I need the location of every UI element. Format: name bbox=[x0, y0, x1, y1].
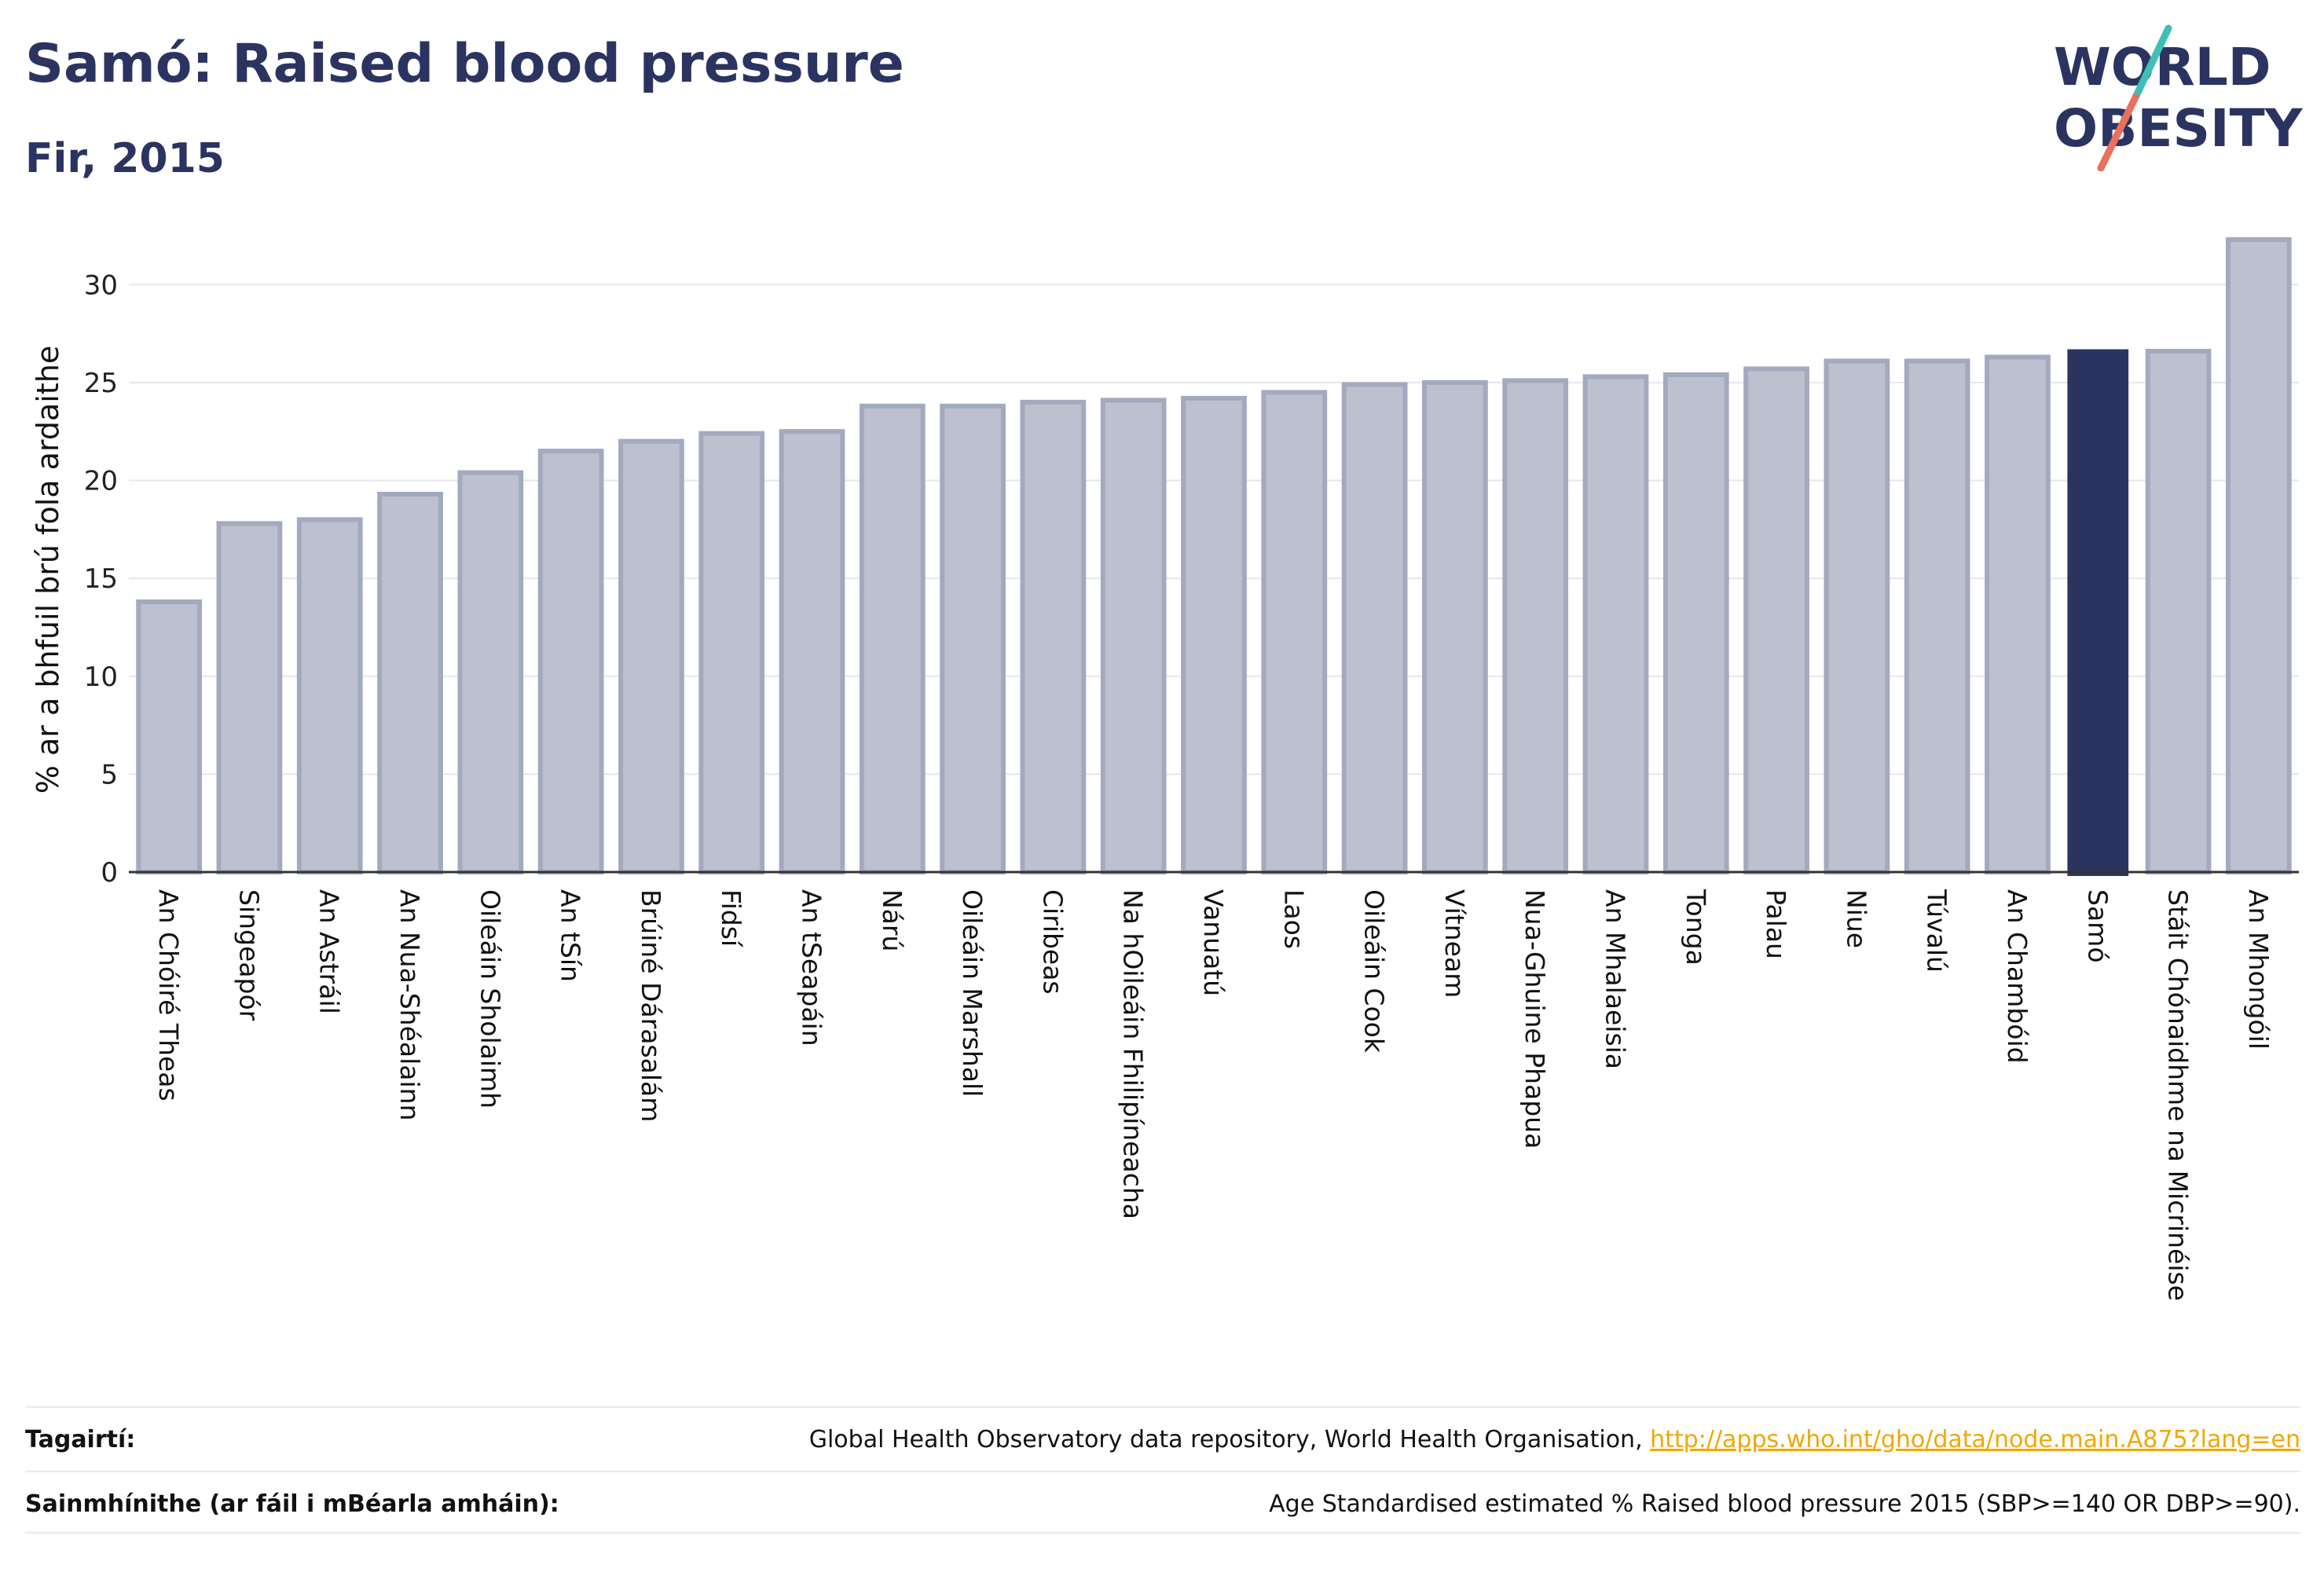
y-tick-label: 25 bbox=[84, 368, 118, 399]
bar bbox=[1422, 379, 1488, 874]
bar bbox=[296, 517, 363, 875]
references-link[interactable]: http://apps.who.int/gho/data/node.main.A… bbox=[1650, 1425, 2300, 1453]
y-tick-label: 30 bbox=[84, 269, 118, 301]
world-obesity-logo: WORLD OBESITY bbox=[2054, 24, 2304, 171]
bar bbox=[1181, 395, 1247, 875]
definitions-row: Sainmhínithe (ar fáil i mBéarla amháin):… bbox=[25, 1471, 2300, 1535]
y-tick-label: 20 bbox=[84, 466, 118, 497]
x-tick-label: Vanuatú bbox=[1198, 889, 1229, 996]
x-tick-label: Samó bbox=[2082, 889, 2113, 963]
references-text: Global Health Observatory data repositor… bbox=[808, 1425, 1651, 1453]
x-tick-label: Nua-Ghuine Phapua bbox=[1519, 889, 1550, 1149]
bar bbox=[377, 491, 443, 874]
x-tick-label: Palau bbox=[1761, 889, 1791, 959]
x-tick-label: Stáit Chónaidhme na Micrinéise bbox=[2163, 889, 2194, 1301]
references-row: Tagairtí: Global Health Observatory data… bbox=[25, 1406, 2300, 1471]
bar bbox=[1020, 399, 1087, 875]
x-tick-label: Laos bbox=[1278, 889, 1309, 949]
bar bbox=[940, 403, 1006, 874]
bar bbox=[859, 403, 926, 874]
bar bbox=[1502, 378, 1569, 874]
bar bbox=[216, 521, 283, 874]
x-tick-label: An Astráil bbox=[314, 889, 345, 1014]
x-tick-label: Fidsí bbox=[716, 889, 746, 948]
logo-slash-red bbox=[2097, 93, 2139, 171]
references-label: Tagairtí: bbox=[25, 1425, 136, 1453]
bar bbox=[1100, 398, 1167, 875]
bar bbox=[1985, 354, 2051, 874]
x-tick-label: Na hOileáin Fhilipíneacha bbox=[1118, 889, 1149, 1219]
y-axis-title: % ar a bhfuil brú fola ardaithe bbox=[31, 346, 65, 793]
references-value: Global Health Observatory data repositor… bbox=[809, 1426, 2300, 1453]
footer-divider bbox=[25, 1532, 2300, 1534]
definitions-text: Age Standardised estimated % Raised bloo… bbox=[1269, 1490, 2300, 1518]
x-tick-label: An Mhongóil bbox=[2243, 889, 2274, 1050]
chart-subtitle: Fir, 2015 bbox=[25, 135, 225, 182]
bar bbox=[698, 431, 765, 874]
bar bbox=[1582, 374, 1649, 874]
bar bbox=[2067, 349, 2129, 876]
x-tick-label: Nárú bbox=[877, 889, 907, 951]
bar bbox=[1261, 390, 1328, 874]
x-tick-label: An Mhalaeisia bbox=[1600, 889, 1630, 1069]
y-tick-label: 15 bbox=[84, 563, 118, 595]
logo-slash-teal bbox=[2132, 24, 2172, 101]
bar bbox=[1743, 366, 1809, 874]
x-tick-label: Tonga bbox=[1681, 889, 1711, 966]
x-tick-label: An tSín bbox=[555, 889, 586, 982]
x-tick-label: Brúiné Dárasalám bbox=[636, 889, 666, 1122]
chart-title: Samó: Raised blood pressure bbox=[25, 33, 904, 95]
x-tick-label: Túvalú bbox=[1922, 889, 1952, 973]
x-tick-label: Niue bbox=[1841, 889, 1871, 948]
x-axis-labels: An Chóiré Theas Singeapór An Astráil An Nua… bbox=[153, 889, 2274, 1301]
bar bbox=[1904, 358, 1970, 874]
bar bbox=[1341, 382, 1408, 874]
bar bbox=[1662, 372, 1729, 874]
x-tick-label: An Nua-Shéalainn bbox=[394, 889, 425, 1121]
bar bbox=[1824, 358, 1890, 874]
bar bbox=[457, 470, 524, 874]
y-tick-label: 10 bbox=[84, 662, 118, 693]
bar bbox=[779, 429, 845, 874]
y-axis-ticks: 0 5 10 15 20 25 30 bbox=[84, 269, 118, 889]
x-tick-label: Oileáin Marshall bbox=[957, 889, 988, 1097]
bar bbox=[537, 449, 604, 874]
x-tick-label: Ciribeas bbox=[1037, 889, 1068, 995]
logo-line2: OBESITY bbox=[2054, 98, 2304, 159]
x-tick-label: Oileáin Sholaimh bbox=[475, 889, 505, 1109]
y-tick-label: 5 bbox=[101, 759, 118, 790]
x-tick-label: Vítneam bbox=[1439, 889, 1470, 998]
x-tick-label: Oileáin Cook bbox=[1359, 889, 1390, 1054]
bar bbox=[618, 438, 684, 874]
x-tick-label: Singeapór bbox=[233, 889, 264, 1021]
bar bbox=[136, 599, 203, 874]
y-tick-label: 0 bbox=[101, 857, 118, 889]
x-tick-label: An Chóiré Theas bbox=[153, 889, 184, 1101]
x-tick-label: An tSeapáin bbox=[797, 889, 827, 1046]
bar bbox=[2145, 349, 2212, 874]
definitions-label: Sainmhínithe (ar fáil i mBéarla amháin): bbox=[25, 1490, 559, 1518]
bar bbox=[2225, 236, 2292, 874]
x-tick-label: An Chambóid bbox=[2002, 889, 2033, 1064]
bars bbox=[136, 236, 2292, 876]
